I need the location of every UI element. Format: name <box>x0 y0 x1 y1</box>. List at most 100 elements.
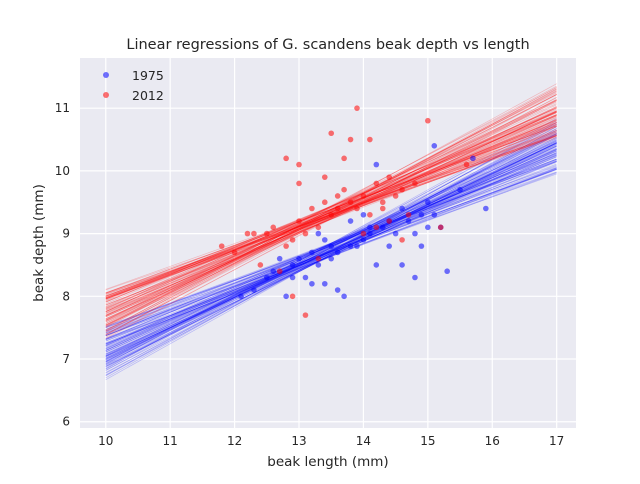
regression-line-1975 <box>105 146 557 355</box>
point-2012 <box>231 249 238 256</box>
point-2012 <box>347 199 354 206</box>
point-2012 <box>296 161 302 168</box>
regression-line-1975 <box>105 118 557 369</box>
regression-line-2012 <box>105 114 557 304</box>
regression-line-1975 <box>105 173 557 336</box>
point-2012 <box>386 218 392 224</box>
point-1975 <box>334 249 341 256</box>
regression-line-1975 <box>105 171 557 332</box>
point-2012 <box>296 180 302 187</box>
regression-line-2012 <box>105 94 557 326</box>
point-2012 <box>367 211 373 218</box>
point-1975 <box>367 224 373 231</box>
regression-line-1975 <box>105 150 557 353</box>
point-1975 <box>431 211 438 218</box>
x-tick-label: 13 <box>291 434 306 448</box>
point-1975 <box>289 274 296 281</box>
legend-marker-2012 <box>103 92 109 98</box>
point-1975 <box>289 262 296 268</box>
regression-line-1975 <box>105 142 557 360</box>
point-2012 <box>379 199 386 206</box>
point-2012 <box>412 180 418 187</box>
regression-line-1975 <box>105 141 557 367</box>
regression-line-1975 <box>105 153 557 357</box>
point-1975 <box>334 287 341 293</box>
regression-line-1975 <box>105 128 557 380</box>
y-tick-label: 6 <box>62 415 70 429</box>
point-1975 <box>309 280 315 287</box>
regression-line-1975 <box>105 142 557 359</box>
point-2012 <box>399 237 405 243</box>
regression-line-1975 <box>105 129 557 377</box>
point-2012 <box>405 211 412 218</box>
regression-line-1975 <box>105 152 557 355</box>
regression-line-2012 <box>105 115 557 301</box>
x-tick-label: 10 <box>98 434 113 448</box>
tick-labels: 10 11 12 13 14 15 16 17 6 7 8 9 10 11 <box>55 101 565 448</box>
regression-line-2012 <box>105 110 557 303</box>
x-tick-label: 11 <box>163 434 178 448</box>
regression-line-2012 <box>105 119 557 318</box>
regression-line-1975 <box>105 149 557 350</box>
point-2012 <box>373 180 380 187</box>
regression-line-1975 <box>105 158 557 345</box>
point-2012 <box>302 230 309 237</box>
regression-line-1975 <box>105 128 557 374</box>
point-1975 <box>425 199 431 206</box>
y-tick-label: 11 <box>55 101 70 115</box>
point-2012 <box>334 193 341 199</box>
point-2012 <box>373 224 380 231</box>
point-1975 <box>264 274 270 281</box>
point-2012 <box>354 205 360 212</box>
regression-line-2012 <box>105 128 557 290</box>
point-1975 <box>418 243 425 249</box>
point-2012 <box>437 224 444 231</box>
chart-title: Linear regressions of G. scandens beak d… <box>126 37 529 53</box>
regression-line-1975 <box>105 148 557 351</box>
point-1975 <box>470 155 476 162</box>
point-2012 <box>328 211 335 218</box>
regression-line-2012 <box>105 123 557 297</box>
regression-line-1975 <box>105 134 557 376</box>
regression-line-2012 <box>105 126 557 312</box>
regression-line-2012 <box>105 125 557 313</box>
legend-label-1975: 1975 <box>132 68 164 83</box>
point-1975 <box>251 287 257 293</box>
regression-line-1975 <box>105 139 557 371</box>
regression-line-2012 <box>105 83 557 332</box>
point-2012 <box>315 224 322 231</box>
regression-line-2012 <box>105 111 557 301</box>
point-1975 <box>302 274 309 281</box>
point-2012 <box>334 205 341 212</box>
point-2012 <box>341 186 347 193</box>
regression-line-1975 <box>105 143 557 357</box>
point-1975 <box>341 293 347 300</box>
regression-line-1975 <box>105 167 557 340</box>
regression-line-2012 <box>105 99 557 321</box>
y-axis-label: beak depth (mm) <box>31 184 47 302</box>
point-2012 <box>257 262 264 268</box>
point-1975 <box>399 205 405 212</box>
regression-line-2012 <box>105 114 557 299</box>
point-1975 <box>444 268 450 275</box>
regression-line-1975 <box>105 122 557 365</box>
legend-label-2012: 2012 <box>132 88 164 103</box>
regression-line-2012 <box>105 92 557 321</box>
regression-line-1975 <box>105 155 557 349</box>
regression-line-2012 <box>105 119 557 320</box>
point-1975 <box>276 255 283 262</box>
point-2012 <box>296 218 302 224</box>
regression-line-2012 <box>105 112 557 312</box>
regression-line-2012 <box>105 93 557 328</box>
regression-line-1975 <box>105 122 557 376</box>
point-2012 <box>244 230 251 237</box>
regression-line-1975 <box>105 140 557 363</box>
point-2012 <box>276 268 283 275</box>
regression-line-1975 <box>105 154 557 357</box>
point-2012 <box>302 312 309 318</box>
regression-line-1975 <box>105 140 557 366</box>
point-2012 <box>309 205 315 212</box>
regression-line-2012 <box>105 86 557 335</box>
regression-line-1975 <box>105 156 557 344</box>
